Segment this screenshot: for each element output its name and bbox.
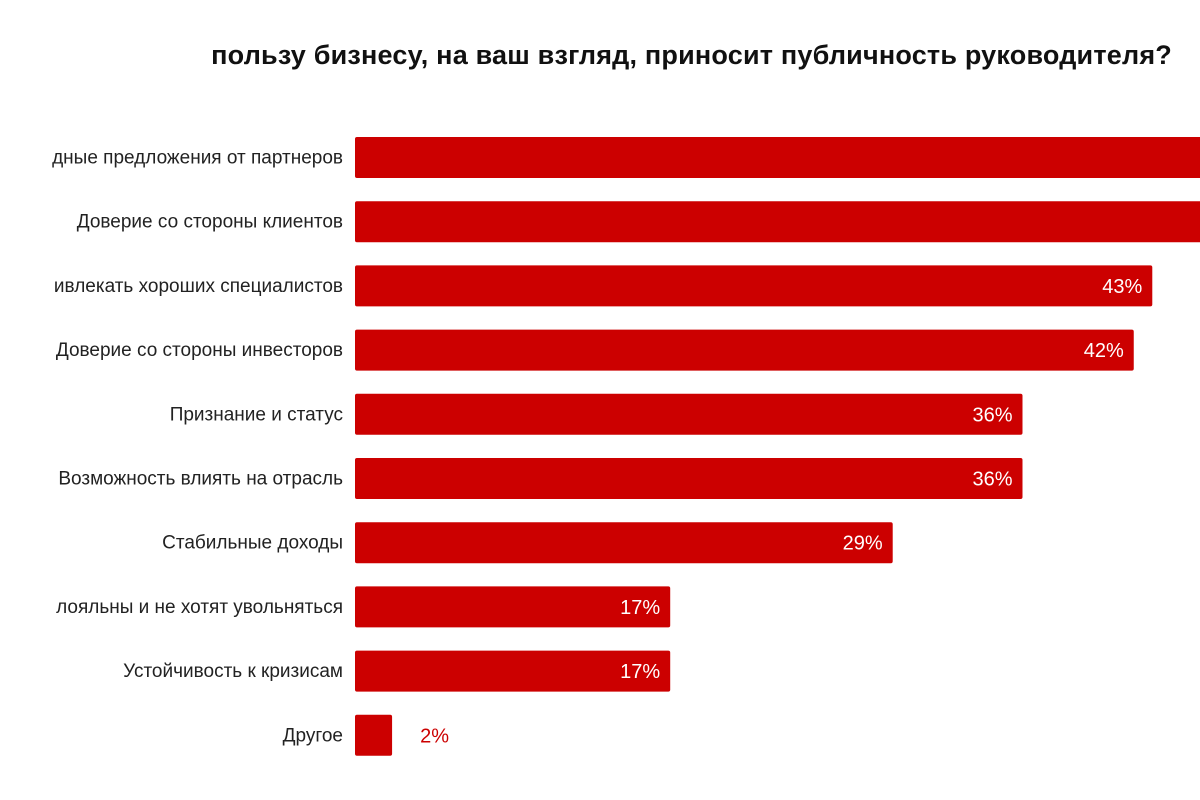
value-label-6: 29% [843, 533, 883, 555]
value-label-8: 17% [620, 661, 660, 683]
category-label-0: дные предложения от партнеров [52, 148, 343, 169]
bar-8 [355, 650, 671, 692]
value-label-7: 17% [620, 597, 660, 619]
category-label-5: Возможность влиять на отрасль [58, 469, 343, 490]
category-label-2: ивлекать хороших специалистов [54, 276, 343, 297]
bar-7 [355, 586, 671, 628]
category-label-1: Доверие со стороны клиентов [77, 212, 343, 233]
category-label-3: Доверие со стороны инвесторов [56, 340, 343, 361]
value-label-9: 2% [420, 725, 449, 747]
chart-title: пользу бизнесу, на ваш взгляд, приносит … [211, 40, 1172, 70]
bar-1 [355, 201, 1200, 243]
category-label-9: Другое [283, 725, 343, 746]
labels-layer: дные предложения от партнеров Доверие со … [52, 148, 1142, 748]
bar-0 [355, 137, 1200, 178]
bar-3 [355, 329, 1134, 371]
value-label-4: 36% [972, 404, 1012, 426]
value-label-2: 43% [1102, 276, 1142, 298]
bar-6 [355, 522, 893, 564]
value-label-5: 36% [972, 469, 1012, 491]
bar-2 [355, 265, 1153, 307]
category-label-4: Признание и статус [170, 404, 343, 425]
category-label-7: лояльны и не хотят увольняться [56, 597, 343, 618]
bar-9 [355, 714, 393, 756]
bar-4 [355, 393, 1023, 435]
bars-layer [355, 137, 1200, 756]
category-label-6: Стабильные доходы [162, 533, 343, 554]
category-label-8: Устойчивость к кризисам [123, 661, 343, 682]
value-label-3: 42% [1084, 340, 1124, 362]
bar-5 [355, 458, 1023, 499]
